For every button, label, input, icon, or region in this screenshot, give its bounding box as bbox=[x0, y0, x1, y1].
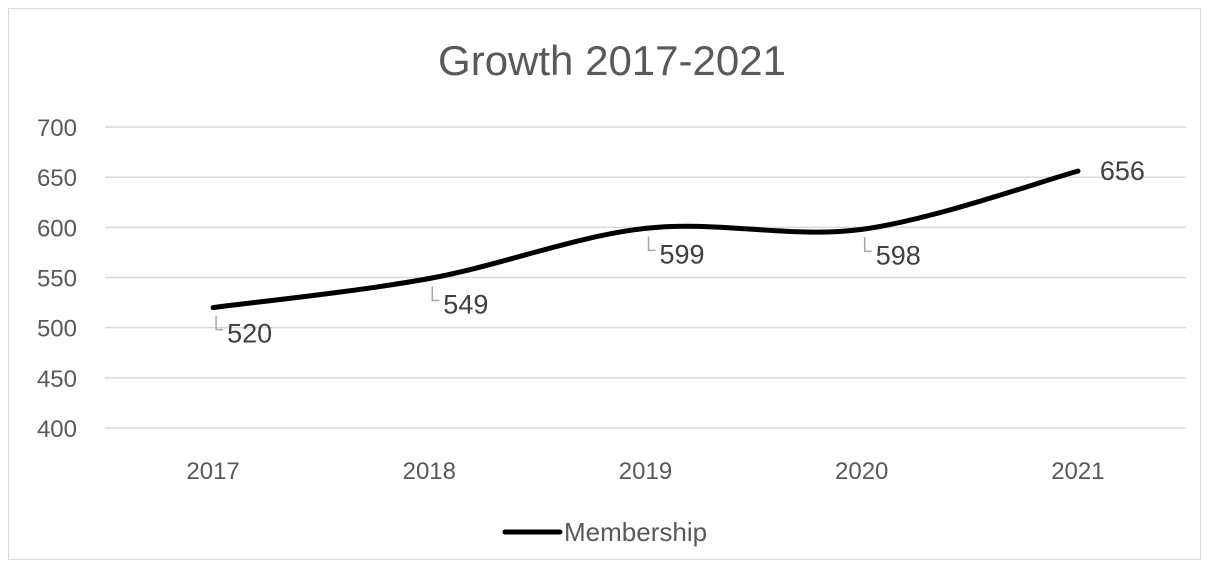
y-axis-ticks: 400 450 500 550 600 650 700 bbox=[37, 115, 77, 443]
y-tick-label: 550 bbox=[37, 266, 77, 293]
leader-line bbox=[647, 236, 656, 252]
data-labels: 520 549 599 598 656 bbox=[215, 156, 1145, 349]
data-label: 520 bbox=[227, 319, 272, 349]
data-point-2021 bbox=[1075, 168, 1081, 174]
data-label: 656 bbox=[1100, 156, 1145, 186]
leader-line bbox=[431, 286, 440, 302]
gridlines bbox=[105, 126, 1186, 429]
x-tick-label: 2018 bbox=[403, 458, 456, 485]
x-tick-label: 2021 bbox=[1051, 458, 1104, 485]
y-tick-label: 400 bbox=[37, 416, 77, 443]
series-line-membership bbox=[210, 168, 1081, 311]
data-point-2020 bbox=[859, 226, 865, 232]
chart-title: Growth 2017-2021 bbox=[438, 37, 786, 84]
x-tick-label: 2019 bbox=[619, 458, 672, 485]
chart-frame bbox=[8, 8, 1201, 560]
y-tick-label: 500 bbox=[37, 316, 77, 343]
data-label: 599 bbox=[660, 239, 705, 269]
data-point-2017 bbox=[210, 305, 216, 311]
leader-line bbox=[215, 315, 224, 331]
legend: Membership bbox=[502, 517, 707, 547]
legend-label-membership: Membership bbox=[564, 517, 707, 547]
y-tick-label: 450 bbox=[37, 366, 77, 393]
data-point-2018 bbox=[426, 276, 432, 282]
data-point-2019 bbox=[643, 225, 648, 231]
y-tick-label: 700 bbox=[37, 115, 77, 142]
x-tick-label: 2017 bbox=[186, 458, 239, 485]
series-lines bbox=[210, 168, 1081, 311]
x-axis-ticks: 2017 2018 2019 2020 2021 bbox=[186, 458, 1104, 485]
data-label: 598 bbox=[876, 240, 921, 270]
x-tick-label: 2020 bbox=[835, 458, 888, 485]
y-tick-label: 650 bbox=[37, 165, 77, 192]
data-label: 549 bbox=[443, 290, 488, 320]
leader-line bbox=[863, 237, 872, 253]
y-tick-label: 600 bbox=[37, 215, 77, 242]
